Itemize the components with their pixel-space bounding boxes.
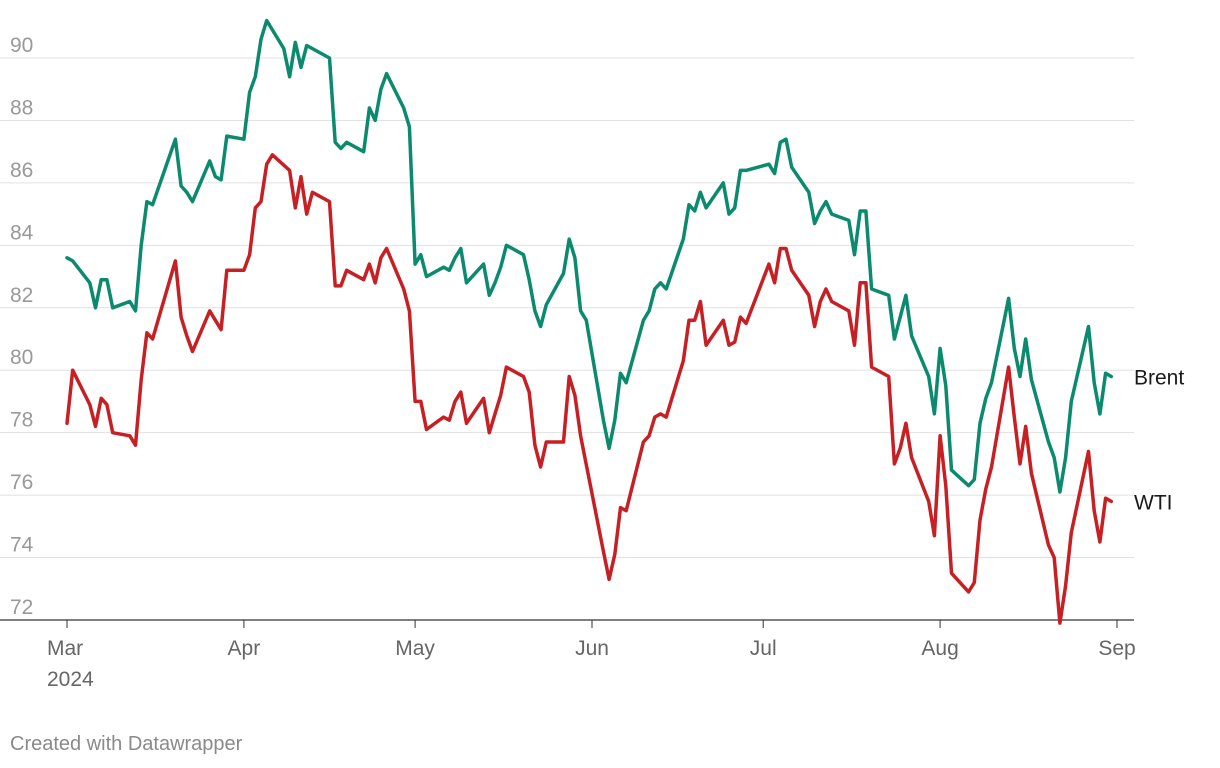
x-tick-label: Jul	[750, 637, 777, 660]
x-tick-label: Mar	[47, 637, 83, 660]
series-line-wti	[65, 153, 1114, 625]
gridlines	[0, 57, 1134, 621]
y-axis: 72 74 76 78 80 82 84 86 88 90	[10, 34, 34, 619]
datawrapper-credit: Created with Datawrapper	[10, 733, 243, 755]
y-tick-label: 74	[10, 534, 34, 557]
x-tick-label: May	[395, 637, 435, 660]
x-tick-label: Sep	[1098, 637, 1135, 660]
series-line-brent	[65, 18, 1114, 494]
series-label-brent: Brent	[1134, 366, 1184, 389]
x-axis: Mar 2024 Apr May Jun Jul Aug Sep	[47, 620, 1136, 691]
y-tick-label: 78	[10, 409, 33, 432]
y-tick-label: 88	[10, 96, 33, 119]
x-tick-label: Apr	[228, 637, 261, 660]
y-tick-label: 80	[10, 346, 33, 369]
series-label-wti: WTI	[1134, 491, 1172, 514]
y-tick-label: 90	[10, 34, 33, 57]
x-tick-label: Jun	[575, 637, 609, 660]
y-tick-label: 76	[10, 471, 33, 494]
series-lines	[65, 18, 1114, 625]
series-labels: Brent WTI	[1134, 366, 1184, 514]
y-tick-label: 72	[10, 596, 33, 619]
y-tick-label: 82	[10, 284, 33, 307]
y-tick-label: 84	[10, 221, 34, 244]
x-tick-sublabel: 2024	[47, 668, 94, 691]
x-tick-label: Aug	[921, 637, 958, 660]
y-tick-label: 86	[10, 159, 33, 182]
